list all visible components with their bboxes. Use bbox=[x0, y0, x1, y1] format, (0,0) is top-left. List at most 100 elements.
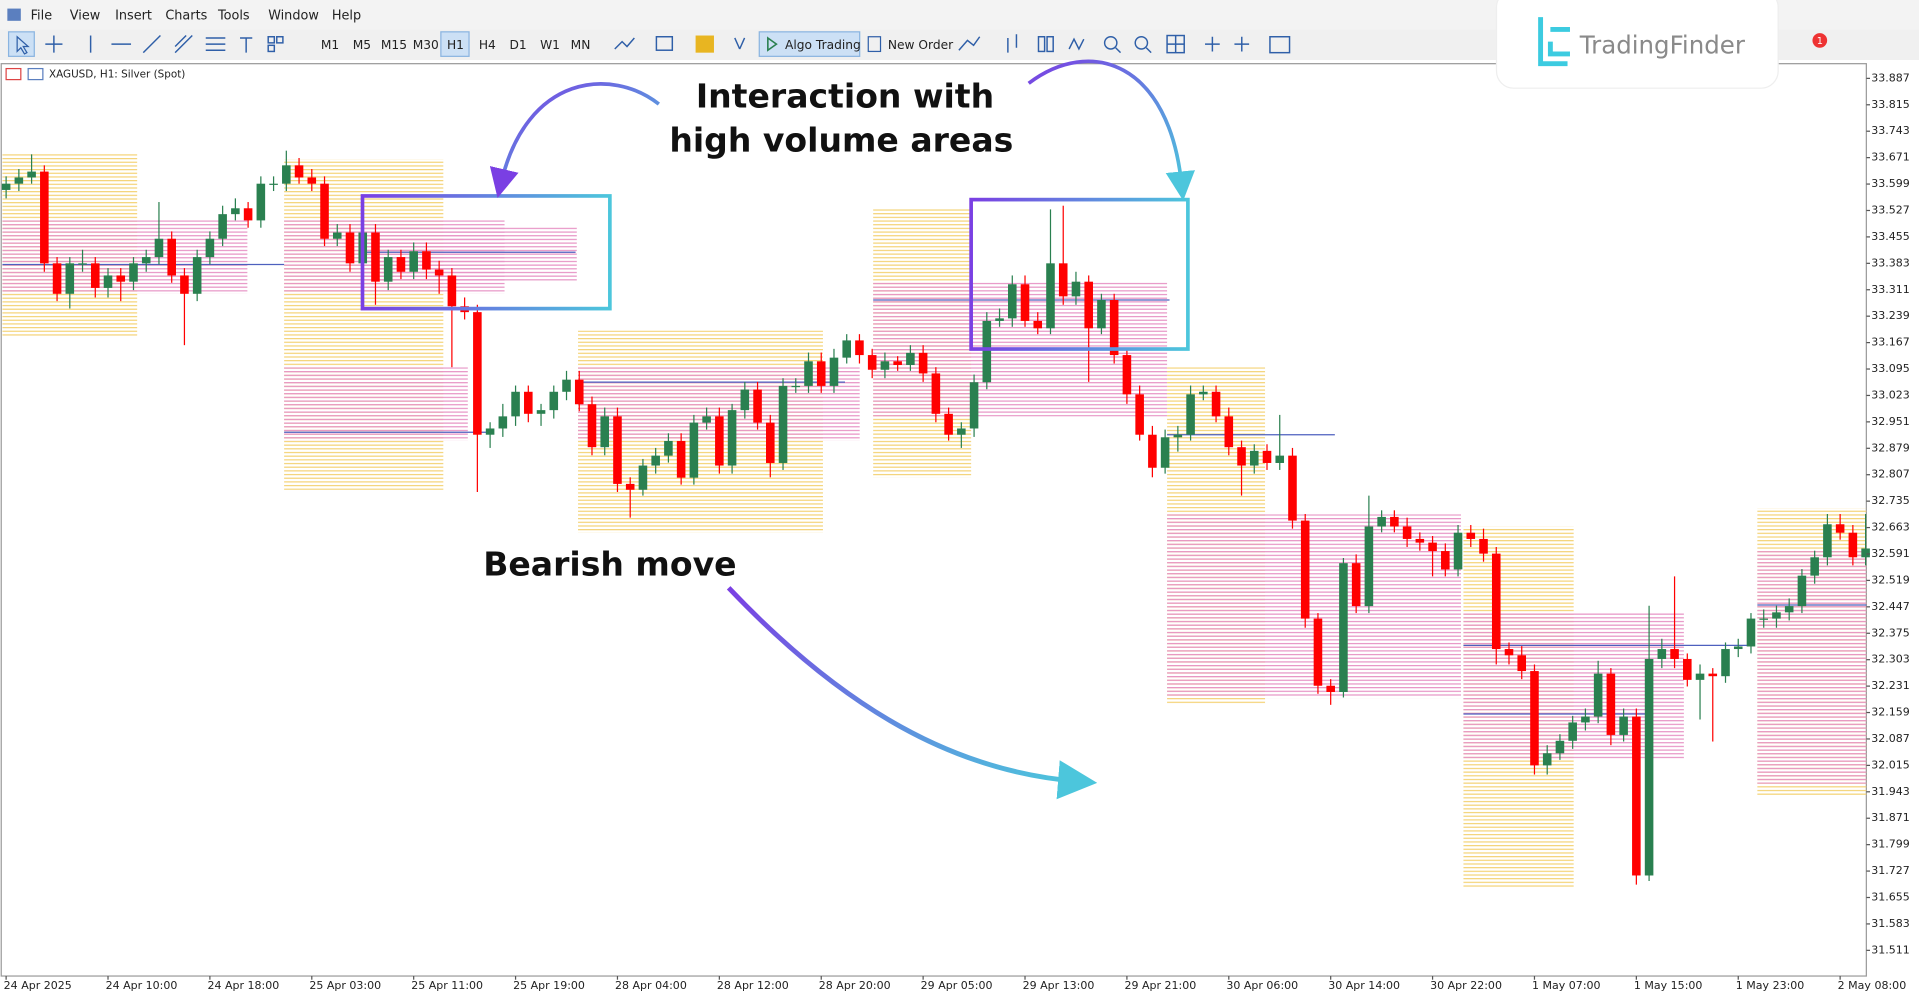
timeframe[interactable]: M5 bbox=[353, 38, 371, 52]
candle-body bbox=[52, 263, 62, 294]
candle-body bbox=[1199, 391, 1208, 395]
candle-body bbox=[1428, 542, 1437, 552]
menu-item[interactable]: View bbox=[70, 8, 100, 23]
new-order-label[interactable]: New Order bbox=[888, 38, 954, 52]
candle-body bbox=[1071, 281, 1081, 297]
candle-body bbox=[1173, 434, 1183, 438]
candle-body bbox=[1708, 673, 1718, 677]
candle-body bbox=[396, 257, 406, 272]
candle-body bbox=[1109, 300, 1119, 356]
y-tick-label: 33.383 bbox=[1871, 256, 1910, 269]
candle-body bbox=[294, 165, 304, 178]
candle-body bbox=[1797, 575, 1807, 607]
market-icon[interactable] bbox=[695, 35, 714, 53]
candle-body bbox=[829, 357, 839, 386]
notification-badge[interactable] bbox=[1812, 33, 1828, 48]
candle-body bbox=[1479, 538, 1488, 554]
timeframe[interactable]: MN bbox=[571, 38, 591, 52]
candle-body bbox=[625, 483, 635, 490]
timeframe[interactable]: M1 bbox=[321, 38, 339, 52]
candle-body bbox=[1695, 673, 1705, 680]
candle-body bbox=[1364, 526, 1374, 607]
menu-item[interactable]: Charts bbox=[165, 8, 207, 23]
candle-body bbox=[969, 382, 979, 429]
candle-body bbox=[345, 232, 355, 264]
timeframe[interactable]: H4 bbox=[479, 38, 496, 52]
candle-body bbox=[880, 361, 890, 370]
y-tick-label: 32.375 bbox=[1871, 626, 1910, 639]
x-tick-label: 1 May 07:00 bbox=[1532, 979, 1601, 992]
candle-body bbox=[1249, 450, 1259, 466]
candle-body bbox=[766, 422, 775, 463]
x-tick-label: 24 Apr 10:00 bbox=[106, 979, 178, 992]
candle-body bbox=[498, 416, 508, 429]
candle-body bbox=[1084, 281, 1093, 329]
candle-body bbox=[804, 361, 813, 386]
candle-body bbox=[1275, 455, 1285, 463]
candle-body bbox=[1033, 320, 1043, 329]
candle-body bbox=[1823, 524, 1832, 558]
x-tick-label: 24 Apr 18:00 bbox=[207, 979, 279, 992]
candle-body bbox=[1326, 685, 1335, 692]
y-tick-label: 33.023 bbox=[1871, 388, 1910, 401]
candle-body bbox=[320, 183, 329, 239]
y-tick-label: 32.735 bbox=[1871, 494, 1910, 507]
candle-body bbox=[931, 373, 941, 414]
candle-body bbox=[1581, 716, 1590, 723]
candle-body bbox=[1377, 516, 1386, 527]
timeframe[interactable]: M15 bbox=[381, 38, 407, 52]
candle-body bbox=[1453, 532, 1463, 570]
candle-body bbox=[906, 352, 915, 365]
y-tick-label: 31.583 bbox=[1871, 917, 1910, 930]
candle-body bbox=[549, 391, 559, 411]
candle-body bbox=[78, 263, 87, 265]
cursor-tool[interactable] bbox=[7, 31, 35, 57]
x-tick-label: 25 Apr 11:00 bbox=[411, 979, 483, 992]
y-tick-label: 33.599 bbox=[1871, 177, 1910, 190]
candle-body bbox=[816, 361, 826, 386]
menu-item[interactable]: File bbox=[31, 8, 53, 23]
candle-body bbox=[231, 208, 240, 215]
timeframe[interactable]: M30 bbox=[413, 38, 439, 52]
x-tick-label: 28 Apr 12:00 bbox=[717, 979, 789, 992]
y-tick-label: 33.671 bbox=[1871, 151, 1910, 164]
y-tick-label: 31.943 bbox=[1871, 785, 1910, 798]
timeframe[interactable]: W1 bbox=[540, 38, 560, 52]
candle-body bbox=[1861, 548, 1870, 558]
menu-item[interactable]: Help bbox=[332, 8, 361, 23]
candles bbox=[1, 150, 1870, 885]
new-order-icon[interactable] bbox=[867, 36, 882, 53]
y-tick-label: 31.655 bbox=[1871, 890, 1910, 903]
candle-body bbox=[638, 465, 648, 490]
arrow bbox=[489, 82, 660, 199]
candle-body bbox=[893, 361, 902, 365]
candle-body bbox=[740, 389, 750, 411]
candle-body bbox=[995, 318, 1004, 321]
candle-body bbox=[129, 263, 138, 282]
x-tick-label: 1 May 23:00 bbox=[1736, 979, 1805, 992]
x-tick-label: 30 Apr 14:00 bbox=[1328, 979, 1400, 992]
menu-item[interactable]: Tools bbox=[217, 8, 250, 23]
menu-item[interactable]: Window bbox=[268, 8, 319, 23]
candle-body bbox=[1046, 263, 1055, 329]
annotation: high volume areas bbox=[669, 121, 1013, 160]
x-tick-label: 29 Apr 13:00 bbox=[1023, 979, 1095, 992]
candle-body bbox=[1835, 524, 1845, 533]
candle-body bbox=[1644, 658, 1654, 876]
candle-body bbox=[434, 269, 444, 276]
y-tick-label: 33.239 bbox=[1871, 309, 1910, 322]
candle-body bbox=[205, 238, 215, 258]
x-tick-label: 30 Apr 22:00 bbox=[1430, 979, 1502, 992]
candle-body bbox=[676, 440, 686, 478]
candle-body bbox=[1020, 284, 1030, 321]
y-tick-label: 32.015 bbox=[1871, 758, 1910, 771]
candle-body bbox=[536, 410, 546, 414]
y-tick-label: 33.743 bbox=[1871, 124, 1910, 137]
timeframe[interactable]: H1 bbox=[447, 38, 464, 52]
candle-body bbox=[1148, 434, 1157, 468]
candle-body bbox=[1237, 447, 1246, 466]
timeframe[interactable]: D1 bbox=[509, 38, 526, 52]
candle-body bbox=[154, 238, 164, 258]
menu-item[interactable]: Insert bbox=[115, 8, 152, 23]
candle-body bbox=[944, 413, 953, 435]
